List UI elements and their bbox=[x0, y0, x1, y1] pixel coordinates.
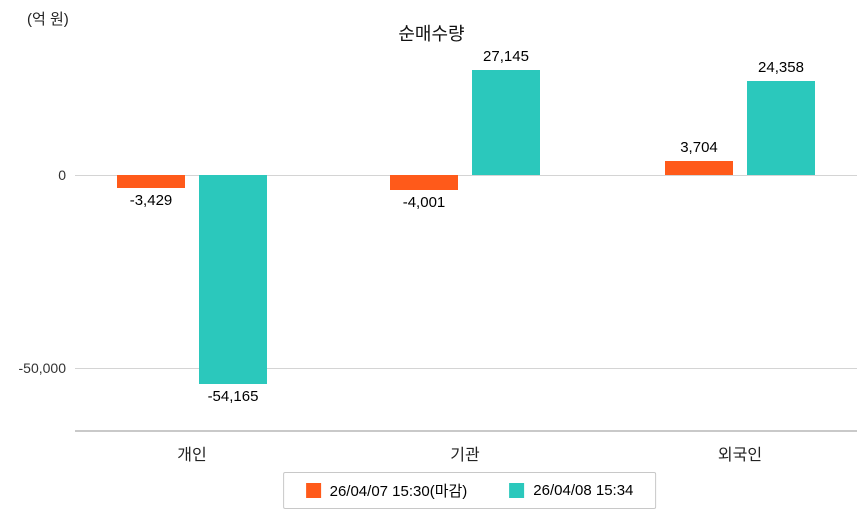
bar-1-series-0 bbox=[390, 175, 458, 191]
legend-label: 26/04/08 15:34 bbox=[533, 482, 634, 499]
bar-0-series-1 bbox=[199, 175, 267, 385]
legend: 26/04/07 15:30(마감) 26/04/08 15:34 bbox=[282, 472, 657, 509]
bar-2-series-1 bbox=[747, 80, 815, 175]
bar-2-series-0 bbox=[665, 160, 733, 175]
bar-value-label: 24,358 bbox=[758, 58, 804, 76]
gridline-y--50000 bbox=[75, 368, 857, 369]
chart-title: 순매수량 bbox=[398, 24, 465, 44]
gridline-y-0 bbox=[75, 175, 857, 176]
legend-item-0: 26/04/07 15:30(마감) bbox=[305, 480, 468, 501]
y-tick-label: 0 bbox=[58, 167, 66, 183]
legend-swatch-icon bbox=[509, 483, 525, 498]
legend-label: 26/04/07 15:30(마감) bbox=[329, 483, 468, 500]
bar-1-series-1 bbox=[472, 70, 540, 175]
bar-value-label: -4,001 bbox=[402, 194, 446, 212]
legend-item-1: 26/04/08 15:34 bbox=[509, 482, 633, 499]
bar-value-label: -54,165 bbox=[207, 388, 259, 406]
y-axis-unit-label: (억 원) bbox=[27, 11, 69, 28]
bar-value-label: 27,145 bbox=[483, 48, 529, 66]
legend-swatch-icon bbox=[305, 483, 321, 498]
category-label-2: 외국인 bbox=[717, 447, 763, 464]
bar-value-label: 3,704 bbox=[680, 138, 718, 156]
bar-0-series-0 bbox=[117, 175, 185, 189]
category-label-0: 개인 bbox=[177, 447, 207, 464]
bar-value-label: -3,429 bbox=[129, 192, 173, 210]
x-axis-baseline bbox=[75, 430, 857, 432]
category-label-1: 기관 bbox=[450, 447, 480, 464]
y-tick-label: -50,000 bbox=[18, 360, 66, 376]
